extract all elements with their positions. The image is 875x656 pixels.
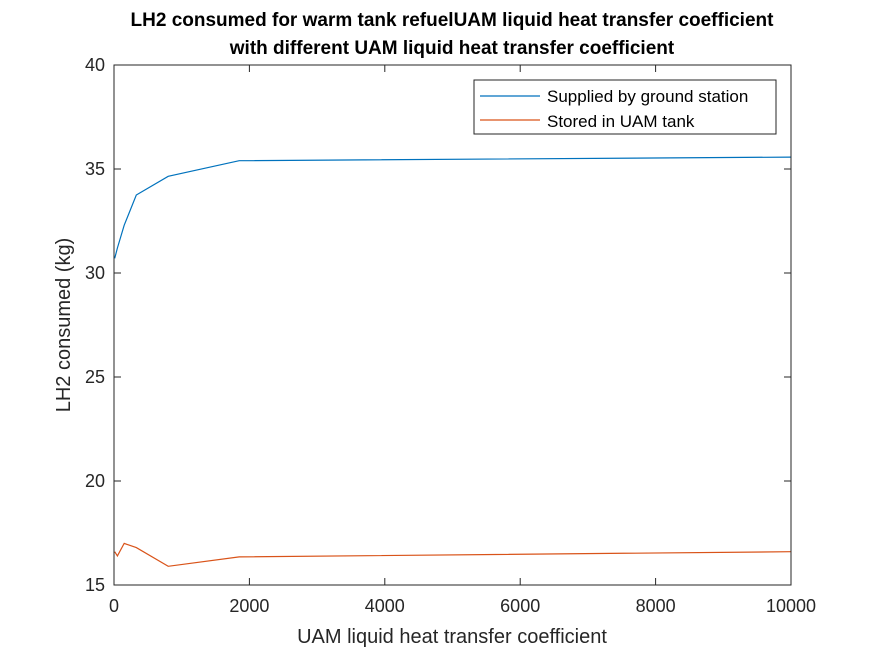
y-axis-ticks: 15 20 25 30 35 40 xyxy=(85,55,791,595)
y-tick-label: 20 xyxy=(85,471,105,491)
series-line-supplied-by-ground-station xyxy=(114,156,792,259)
x-axis-label: UAM liquid heat transfer coefficient xyxy=(297,626,607,648)
y-axis-label: LH2 consumed (kg) xyxy=(53,238,75,413)
y-tick-label: 15 xyxy=(85,575,105,595)
x-axis-ticks: 0 2000 4000 6000 8000 10000 xyxy=(109,65,816,616)
y-tick-label: 25 xyxy=(85,367,105,387)
plot-area xyxy=(114,65,791,585)
y-tick-label: 30 xyxy=(85,263,105,283)
x-tick-label: 2000 xyxy=(229,596,269,616)
legend-label-stored: Stored in UAM tank xyxy=(547,112,695,131)
series-line-stored-in-uam-tank xyxy=(114,542,792,567)
x-tick-label: 4000 xyxy=(365,596,405,616)
chart-title-line-1: LH2 consumed for warm tank refuelUAM liq… xyxy=(131,10,775,31)
y-tick-label: 35 xyxy=(85,159,105,179)
y-tick-label: 40 xyxy=(85,55,105,75)
legend-box xyxy=(473,79,777,135)
x-tick-label: 10000 xyxy=(766,596,816,616)
x-tick-label: 0 xyxy=(109,596,119,616)
series-layer xyxy=(114,156,792,567)
legend: Supplied by ground station Stored in UAM… xyxy=(473,79,777,135)
x-tick-label: 6000 xyxy=(500,596,540,616)
x-tick-label: 8000 xyxy=(636,596,676,616)
chart-title-line-2: with different UAM liquid heat transfer … xyxy=(229,38,675,59)
axes-box xyxy=(113,64,792,586)
legend-label-supplied: Supplied by ground station xyxy=(547,87,748,106)
